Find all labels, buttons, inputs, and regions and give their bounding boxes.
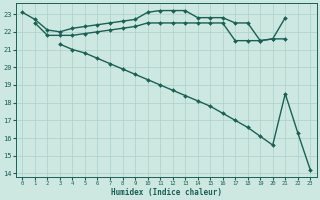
X-axis label: Humidex (Indice chaleur): Humidex (Indice chaleur) (111, 188, 222, 197)
